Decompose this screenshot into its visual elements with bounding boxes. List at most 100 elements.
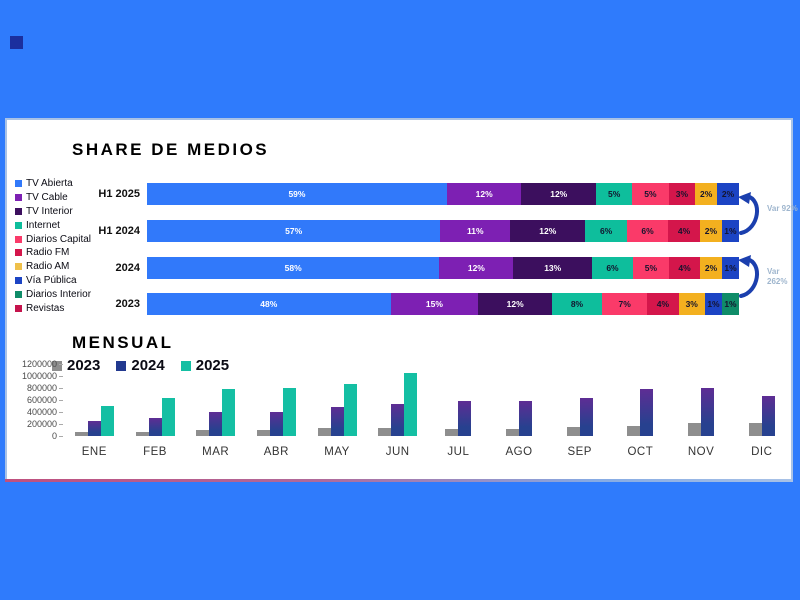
mensual-legend: 2023 2024 2025 (52, 357, 229, 374)
segment-value: 1% (707, 299, 720, 310)
bar-2023 (378, 428, 392, 436)
share-bar-segment: 4% (668, 256, 701, 279)
bar-2024 (761, 396, 775, 436)
segment-value: 12% (539, 225, 557, 236)
share-chart-title: SHARE DE MEDIOS (72, 140, 270, 159)
segment-value: 5% (644, 189, 657, 199)
share-row-label: 2023 (115, 298, 140, 311)
bar-2025 (100, 405, 114, 436)
bar-2024 (640, 388, 654, 436)
legend-swatch (15, 249, 22, 257)
segment-value: 59% (288, 189, 306, 199)
y-axis-tickmark (59, 364, 63, 365)
legend-item: TV Abierta (15, 177, 91, 191)
bar-2023 (256, 430, 270, 436)
mensual-legend-label: 2024 (131, 357, 165, 374)
bar-2023 (506, 429, 520, 436)
month-label: ENE (81, 446, 107, 458)
share-bar-segment: 13% (513, 256, 593, 279)
month-group (246, 364, 307, 436)
share-bar-segment: 12% (439, 256, 514, 279)
segment-value: 6% (599, 225, 613, 236)
y-axis-tickmark (59, 436, 63, 437)
var-label: Var 262% (767, 267, 788, 286)
bar-2023 (317, 428, 331, 436)
share-bar-segment: 1% (721, 256, 740, 279)
legend-item: Radio AM (15, 260, 91, 274)
y-axis-label: 400000 (26, 407, 57, 417)
share-bar-segment: 4% (647, 293, 679, 316)
month-group (549, 364, 610, 436)
share-bar-segment: 12% (521, 183, 596, 205)
var-label: Var 92% (767, 204, 798, 213)
segment-value: 12% (550, 189, 568, 199)
legend-swatch (15, 263, 22, 271)
month-label: NOV (687, 446, 715, 458)
mensual-legend-swatch (180, 360, 191, 371)
share-bar-segment: 5% (596, 183, 633, 205)
legend-swatch (15, 304, 22, 312)
segment-value: 5% (644, 262, 658, 273)
share-bar-segment: 12% (510, 219, 586, 242)
y-axis-tickmark (59, 412, 63, 413)
legend-item: Diarios Interior (15, 287, 91, 301)
share-row-bar: 48% 15% 12% 8% 7% 4% 3% 1% 1% (147, 293, 739, 316)
legend-item: Radio FM (15, 246, 91, 260)
share-bar-segment: 58% (147, 256, 440, 279)
legend-label: Diarios Interior (26, 288, 92, 300)
share-row-label: 2024 (115, 261, 140, 274)
share-bar-segment: 2% (699, 219, 722, 242)
legend-item: Internet (15, 218, 91, 232)
month-label: JUN (385, 446, 410, 458)
legend-label: Radio AM (26, 261, 70, 273)
month-label: ABR (263, 446, 289, 458)
y-axis-label: 200000 (26, 419, 57, 429)
share-bar-segment: 4% (668, 219, 700, 242)
share-bar-segment: 3% (668, 183, 696, 205)
curved-arrow-icon (738, 255, 760, 298)
segment-value: 3% (675, 189, 689, 199)
month-group (428, 364, 489, 436)
segment-value: 11% (467, 225, 484, 236)
share-bar-segment: 57% (147, 219, 441, 242)
share-row: H1 2024 57% 11% 12% 6% 6% 4% 2% 1% (7, 219, 740, 242)
share-bar-segment: 2% (717, 183, 739, 205)
bar-2025 (222, 389, 236, 436)
share-bar-segment: 2% (700, 256, 722, 279)
segment-value: 1% (724, 262, 737, 273)
mensual-chart-title: MENSUAL (72, 333, 174, 352)
share-row-bar: 57% 11% 12% 6% 6% 4% 2% 1% (147, 219, 740, 242)
segment-value: 4% (656, 299, 670, 310)
bar-2025 (282, 388, 296, 436)
bar-2023 (566, 427, 580, 436)
legend-swatch (15, 235, 22, 243)
month-label: JUL (447, 446, 470, 458)
month-label: SEP (567, 446, 592, 458)
segment-value: 4% (677, 225, 691, 236)
y-axis-label: 1200000 (21, 359, 57, 369)
legend-swatch (15, 276, 22, 284)
bar-2024 (579, 398, 593, 436)
share-bar-segment: 11% (440, 219, 511, 242)
legend-label: Internet (26, 219, 60, 231)
legend-swatch (15, 194, 22, 202)
mensual-legend-item: 2025 (180, 357, 229, 374)
share-row-bar: 59% 12% 12% 5% 5% 3% 2% 2% (147, 183, 739, 205)
report-panel: SHARE DE MEDIOS TV Abierta TV Cable TV Int… (5, 118, 798, 482)
y-axis-label: 1000000 (21, 371, 57, 381)
legend-item: TV Cable (15, 191, 91, 205)
month-group (64, 364, 125, 436)
mensual-x-axis: ENE FEB MAR ABR MAY JUN JUL AGO SEP OCT NOV DIC (64, 446, 792, 458)
share-bar-segment: 3% (678, 293, 705, 316)
share-bar-segment: 1% (704, 293, 722, 316)
share-bar-segment: 6% (626, 219, 669, 242)
legend-label: Vía Pública (26, 274, 77, 286)
mensual-bar-plot (64, 364, 792, 436)
segment-value: 2% (721, 189, 735, 199)
legend-label: Revistas (26, 302, 65, 314)
share-bar-segment: 5% (632, 256, 669, 279)
y-axis-label: 600000 (26, 395, 57, 405)
segment-value: 1% (724, 299, 737, 310)
bar-2024 (209, 412, 223, 436)
